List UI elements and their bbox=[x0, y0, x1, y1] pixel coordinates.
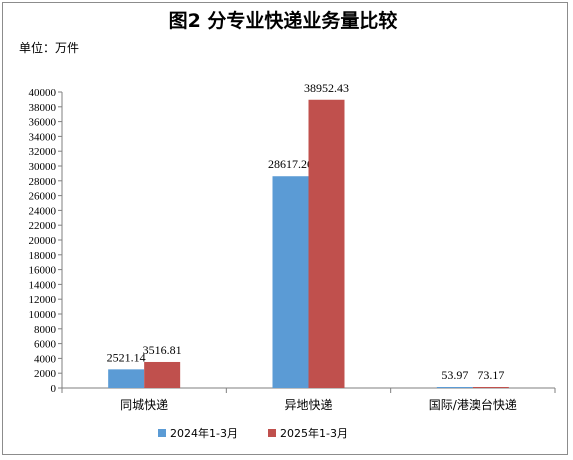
x-tick-label: 国际/港澳台快递 bbox=[429, 397, 517, 412]
unit-label: 单位：万件 bbox=[19, 41, 80, 55]
y-tick-label: 34000 bbox=[29, 131, 57, 143]
y-tick-label: 0 bbox=[51, 383, 57, 395]
y-tick-label: 4000 bbox=[34, 353, 57, 365]
y-tick-label: 16000 bbox=[29, 265, 57, 277]
y-tick-label: 14000 bbox=[29, 279, 57, 291]
y-tick-label: 8000 bbox=[34, 324, 57, 336]
y-tick-label: 18000 bbox=[29, 250, 57, 262]
bar bbox=[144, 361, 181, 388]
bar bbox=[436, 387, 473, 388]
bar bbox=[472, 387, 509, 388]
y-tick-label: 36000 bbox=[29, 117, 57, 129]
y-tick-label: 12000 bbox=[29, 294, 57, 306]
legend-swatch bbox=[158, 429, 166, 437]
legend-swatch bbox=[268, 429, 276, 437]
y-tick-label: 6000 bbox=[34, 339, 57, 351]
x-tick-label: 异地快递 bbox=[284, 398, 332, 412]
chart-title: 图2 分专业快递业务量比较 bbox=[168, 10, 398, 32]
data-label: 38952.43 bbox=[304, 81, 349, 95]
data-label: 73.17 bbox=[477, 368, 504, 382]
legend-label: 2025年1-3月 bbox=[280, 426, 348, 440]
data-label: 53.97 bbox=[441, 368, 468, 382]
data-label: 3516.81 bbox=[143, 343, 182, 357]
bar bbox=[308, 99, 345, 388]
y-tick-label: 40000 bbox=[29, 87, 57, 99]
bar bbox=[272, 176, 309, 388]
data-label: 28617.20 bbox=[268, 157, 313, 171]
y-tick-label: 22000 bbox=[29, 220, 57, 232]
bar bbox=[108, 369, 145, 388]
y-tick-label: 38000 bbox=[29, 102, 57, 114]
y-tick-label: 20000 bbox=[29, 235, 57, 247]
y-tick-label: 10000 bbox=[29, 309, 57, 321]
y-tick-label: 32000 bbox=[29, 146, 57, 158]
x-tick-label: 同城快递 bbox=[120, 398, 168, 412]
data-label: 2521.14 bbox=[107, 350, 146, 364]
y-tick-label: 2000 bbox=[34, 368, 57, 380]
y-tick-label: 30000 bbox=[29, 161, 57, 173]
y-tick-label: 26000 bbox=[29, 191, 57, 203]
legend-label: 2024年1-3月 bbox=[170, 426, 238, 440]
y-tick-label: 24000 bbox=[29, 205, 57, 217]
y-tick-label: 28000 bbox=[29, 176, 57, 188]
